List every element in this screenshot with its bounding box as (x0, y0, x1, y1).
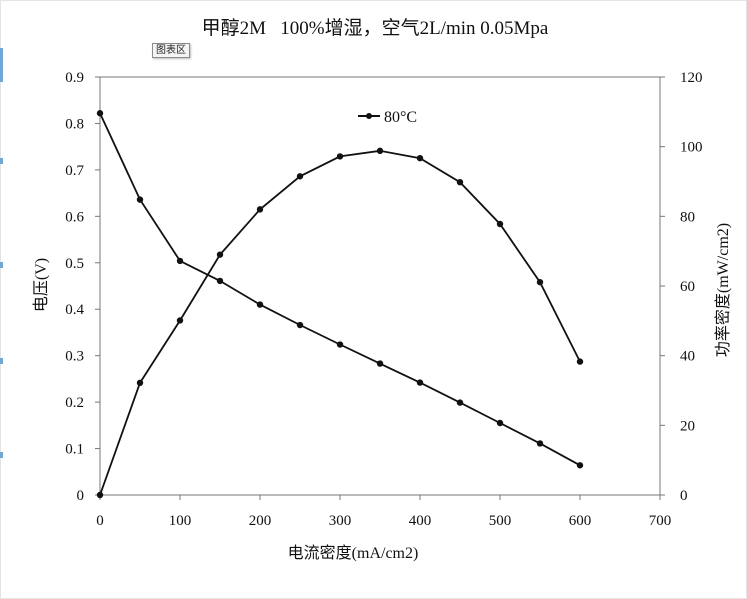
voltage-point (416, 379, 424, 386)
x-axis-tick-label: 600 (569, 513, 592, 529)
x-axis-tick-label: 300 (329, 513, 352, 529)
voltage-point (296, 321, 304, 329)
voltage-point (456, 399, 464, 406)
legend-label: 80°C (384, 109, 417, 126)
edge-tick (0, 452, 3, 458)
plot-area-border (99, 76, 661, 496)
legend: 80°C (358, 109, 417, 126)
power-density-point (296, 173, 304, 180)
voltage-point (376, 360, 384, 367)
y-axis-tick-label: 0.1 (65, 442, 84, 458)
voltage-point (336, 341, 344, 348)
power-density-point (176, 317, 184, 324)
voltage-point (216, 277, 224, 285)
y-axis-tick-label: 0.4 (65, 302, 84, 318)
y-axis-tick-label: 0.7 (65, 163, 84, 179)
power-density-point (136, 379, 144, 387)
x-axis-tick-label: 700 (649, 513, 672, 529)
power-density-point (96, 491, 104, 499)
y2-axis-tick-label: 20 (680, 418, 695, 434)
power-density-point (536, 278, 544, 286)
power-density-point (216, 251, 224, 258)
y-axis-tick-label: 0 (77, 488, 85, 504)
voltage-line (99, 112, 581, 467)
y2-axis-tick-label: 60 (680, 279, 695, 295)
y2-axis-tick-labels: 0 20 40 60 80 100 120 (680, 70, 703, 504)
y2-axis-tick-label: 40 (680, 349, 695, 365)
power-density-point (336, 153, 344, 160)
y-axis-tick-label: 0.8 (65, 116, 84, 132)
x-axis-tick-label: 0 (96, 513, 104, 529)
power-density-point (576, 358, 584, 365)
power-density-point (376, 147, 384, 155)
edge-tick (0, 48, 3, 82)
legend-marker (366, 113, 372, 119)
power-density-point (496, 220, 504, 228)
y2-axis-label: 功率密度(mW/cm2) (714, 223, 732, 357)
chart-area-tooltip: 图表区 (152, 43, 190, 58)
x-axis-tick-labels: 0 100 200 300 400 500 600 700 (96, 513, 671, 529)
edge-tick (0, 358, 3, 364)
series-points (96, 110, 584, 499)
y2-axis-tick-label: 120 (680, 70, 703, 86)
voltage-point (176, 257, 184, 265)
voltage-point (576, 462, 584, 469)
y-axis-tick-label: 0.6 (65, 209, 84, 225)
y-axis-tick-label: 0.5 (65, 256, 84, 272)
power-density-line (99, 149, 581, 496)
voltage-point (136, 196, 144, 203)
y2-axis-tick-label: 0 (680, 488, 688, 504)
y-axis-label: 电压(V) (32, 258, 50, 312)
y-axis-tick-label: 0.9 (65, 70, 84, 86)
power-density-point (416, 154, 424, 162)
x-axis-tick-label: 400 (409, 513, 432, 529)
x-axis-label: 电流密度(mA/cm2) (288, 544, 419, 562)
chart-title: 甲醇2M 100%增湿，空气2L/min 0.05Mpa (202, 17, 549, 39)
voltage-point (96, 110, 104, 117)
chart-axes (95, 76, 665, 500)
y2-axis-tick-label: 100 (680, 140, 703, 156)
series-lines (99, 112, 581, 496)
voltage-point (536, 440, 544, 447)
power-density-point (256, 206, 264, 213)
power-density-point (456, 178, 464, 186)
voltage-point (496, 419, 504, 427)
left-edge-markers (0, 40, 3, 540)
voltage-point (256, 301, 264, 308)
edge-tick (0, 158, 3, 164)
x-axis-tick-label: 500 (489, 513, 512, 529)
edge-tick (0, 262, 3, 268)
y-axis-tick-label: 0.2 (65, 395, 84, 411)
y-axis-tick-label: 0.3 (65, 349, 84, 365)
y-axis-tick-labels: 0 0.1 0.2 0.3 0.4 0.5 0.6 0.7 0.8 0.9 (65, 70, 84, 504)
x-axis-tick-label: 200 (249, 513, 272, 529)
y2-axis-tick-label: 80 (680, 209, 695, 225)
x-axis-tick-label: 100 (169, 513, 192, 529)
